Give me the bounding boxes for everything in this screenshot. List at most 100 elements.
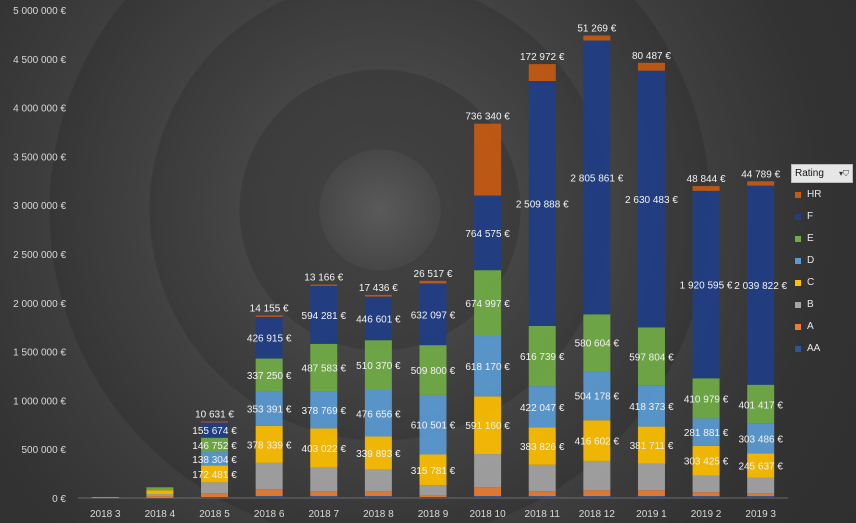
legend-item-a: A bbox=[795, 321, 814, 332]
bar-segment-f bbox=[583, 40, 611, 315]
data-label: 509 800 € bbox=[411, 366, 456, 377]
bar-segment-c bbox=[474, 396, 502, 455]
data-label: 378 769 € bbox=[302, 406, 347, 417]
bar-segment-e bbox=[201, 437, 229, 453]
data-label: 146 752 € bbox=[192, 441, 237, 452]
bar-segment-e bbox=[310, 343, 338, 392]
data-label: 487 583 € bbox=[302, 364, 347, 375]
bar-segment-d bbox=[310, 391, 338, 429]
data-label: 2 630 483 € bbox=[625, 195, 678, 206]
bar-segment-f bbox=[310, 285, 338, 344]
data-label: 337 250 € bbox=[247, 371, 292, 382]
bar-segment-b bbox=[255, 462, 283, 490]
bar-segment-b bbox=[146, 494, 174, 497]
bar-segment-a bbox=[201, 493, 229, 498]
bar-segment-d bbox=[419, 394, 447, 455]
legend-filter-button[interactable]: Rating ▾⛉ bbox=[791, 164, 853, 183]
bar-segment-c bbox=[583, 420, 611, 461]
bar-segment-c bbox=[419, 454, 447, 486]
data-label: 14 155 € bbox=[250, 303, 289, 314]
bar-segment-b bbox=[747, 477, 775, 494]
y-tick-label: 3 500 000 € bbox=[13, 152, 66, 163]
legend-swatch bbox=[795, 235, 801, 242]
legend-item-label: C bbox=[807, 277, 815, 288]
bar-segment-aa bbox=[201, 497, 229, 498]
bar-segment-e bbox=[255, 358, 283, 392]
data-label: 13 166 € bbox=[304, 273, 343, 284]
bar-segment-c bbox=[364, 436, 392, 470]
bar-segment-f bbox=[255, 316, 283, 359]
y-tick-label: 2 000 000 € bbox=[13, 299, 66, 310]
data-label: 17 436 € bbox=[359, 283, 398, 294]
bar-segment-e bbox=[692, 378, 720, 419]
bar-segment-f bbox=[364, 296, 392, 341]
data-label: 580 604 € bbox=[575, 339, 620, 350]
bar-segment-c bbox=[255, 425, 283, 463]
bar-segment-b bbox=[419, 485, 447, 496]
legend-item-d: D bbox=[795, 255, 814, 266]
legend-title: Rating bbox=[795, 168, 824, 179]
x-tick-label: 2018 9 bbox=[418, 509, 449, 520]
legend-item-aa: AA bbox=[795, 343, 820, 354]
data-label: 10 631 € bbox=[195, 409, 234, 420]
legend-item-label: A bbox=[807, 321, 814, 332]
x-tick-label: 2018 5 bbox=[199, 509, 230, 520]
y-tick-label: 2 500 000 € bbox=[13, 250, 66, 261]
bar-segment-b bbox=[201, 482, 229, 494]
bar-segment-a bbox=[474, 487, 502, 497]
bar-segment-b bbox=[474, 454, 502, 488]
bar-segment-aa bbox=[583, 496, 611, 498]
bar-segment-d bbox=[637, 385, 665, 427]
legend-item-f: F bbox=[795, 211, 813, 222]
data-label: 138 304 € bbox=[192, 455, 237, 466]
bar-segment-f bbox=[201, 422, 229, 438]
data-label: 381 711 € bbox=[630, 441, 674, 452]
bar-segment-b bbox=[637, 463, 665, 491]
data-label: 172 481 € bbox=[192, 470, 237, 481]
data-label: 303 425 € bbox=[684, 457, 729, 468]
x-tick-label: 2019 3 bbox=[745, 509, 776, 520]
x-tick-label: 2018 11 bbox=[525, 509, 561, 520]
bar-segment-hr bbox=[528, 64, 556, 82]
bar-segment-aa bbox=[528, 496, 556, 498]
bar-segment-c bbox=[528, 427, 556, 465]
bar-segment-a bbox=[747, 493, 775, 497]
data-label: 736 340 € bbox=[465, 112, 510, 123]
bar-segment-e bbox=[747, 384, 775, 424]
bar-segment-d bbox=[583, 371, 611, 421]
data-label: 2 509 888 € bbox=[516, 199, 569, 210]
data-label: 410 979 € bbox=[684, 394, 729, 405]
bar-segment-a bbox=[91, 497, 119, 498]
data-label: 674 997 € bbox=[465, 299, 510, 310]
bar-segment-f bbox=[528, 81, 556, 326]
data-label: 418 373 € bbox=[629, 402, 674, 413]
bar-segment-e bbox=[637, 327, 665, 386]
x-tick-label: 2019 1 bbox=[636, 509, 667, 520]
bar-segment-hr bbox=[474, 123, 502, 196]
data-label: 51 269 € bbox=[577, 24, 616, 35]
x-tick-label: 2018 8 bbox=[363, 509, 394, 520]
data-label: 2 805 861 € bbox=[570, 173, 623, 184]
bar-segment-f bbox=[692, 190, 720, 379]
filter-icon: ▾⛉ bbox=[838, 168, 849, 178]
bar-segment-d bbox=[201, 452, 229, 466]
bar-segment-e bbox=[419, 345, 447, 395]
data-label: 632 097 € bbox=[411, 310, 456, 321]
legend-item-label: E bbox=[807, 233, 814, 244]
data-label: 48 844 € bbox=[687, 174, 726, 185]
bar-segment-d bbox=[692, 418, 720, 446]
data-label: 476 656 € bbox=[356, 409, 401, 420]
legend-item-b: B bbox=[795, 299, 814, 310]
data-label: 416 602 € bbox=[575, 437, 620, 448]
x-tick-label: 2018 4 bbox=[145, 509, 176, 520]
data-label: 618 170 € bbox=[465, 362, 510, 373]
bar-segment-aa bbox=[255, 496, 283, 498]
data-label: 510 370 € bbox=[356, 361, 401, 372]
bar-segment-a bbox=[583, 490, 611, 497]
y-tick-label: 0 € bbox=[52, 494, 66, 505]
legend-swatch bbox=[795, 279, 801, 286]
bar-segment-a bbox=[146, 496, 174, 498]
bar-segment-hr bbox=[255, 315, 283, 317]
legend-item-label: HR bbox=[807, 189, 822, 200]
